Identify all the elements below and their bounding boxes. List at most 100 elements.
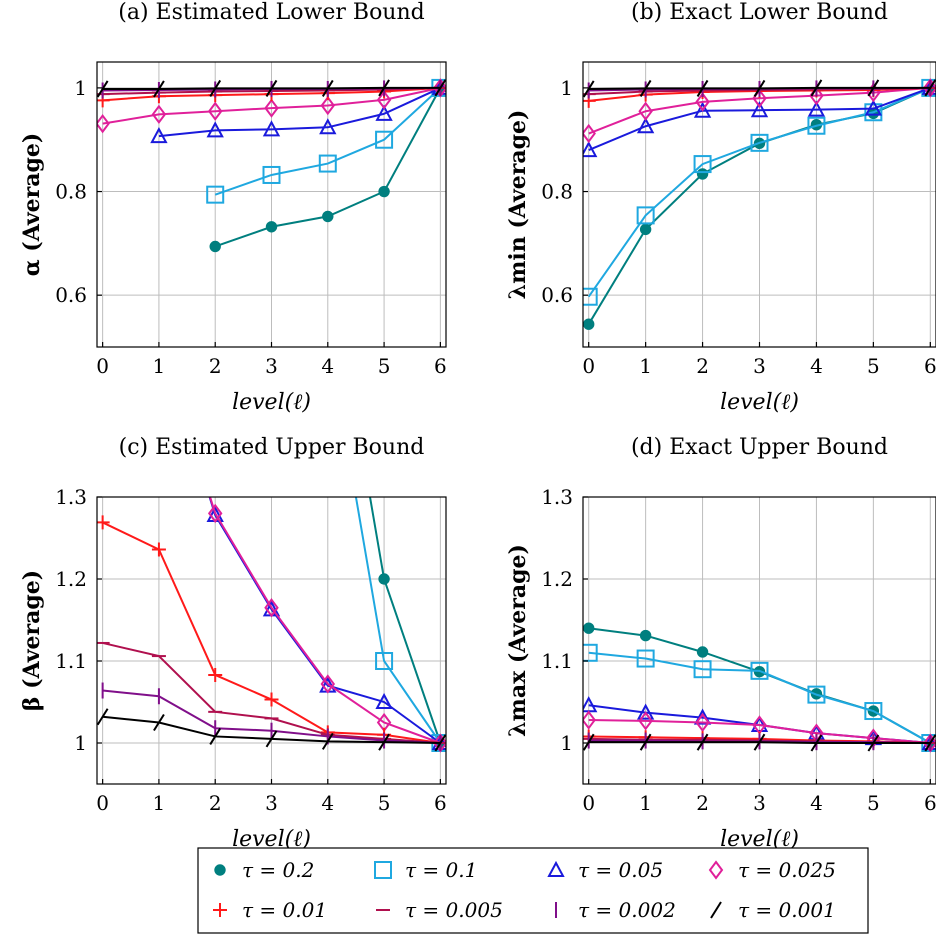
- x-tick-label: 1: [639, 354, 652, 378]
- data-point: [693, 155, 712, 174]
- x-tick-label: 2: [209, 791, 222, 815]
- series-group: [583, 78, 936, 330]
- x-tick-label: 4: [321, 791, 334, 815]
- data-point: [434, 734, 446, 752]
- data-point: [864, 103, 883, 122]
- x-tick-label: 0: [582, 791, 595, 815]
- data-point: [636, 649, 655, 668]
- data-point: [321, 79, 334, 97]
- data-point: [924, 79, 936, 97]
- legend-label: τ = 0.002: [578, 898, 676, 922]
- legend-entry: τ = 0.1: [374, 858, 477, 882]
- data-point: [375, 652, 394, 670]
- data-point: [375, 104, 393, 121]
- data-point: [693, 660, 712, 679]
- data-point: [378, 79, 390, 97]
- data-point: [696, 733, 709, 751]
- y-tick-label: 1.2: [55, 567, 87, 591]
- data-point: [97, 515, 110, 530]
- data-point: [97, 80, 109, 98]
- data-point: [209, 727, 222, 745]
- x-tick-label: 3: [753, 354, 766, 378]
- data-point: [375, 692, 393, 709]
- legend-entry: τ = 0.01: [213, 898, 327, 922]
- data-point: [753, 733, 766, 751]
- data-point: [262, 165, 281, 184]
- x-tick-label: 3: [265, 354, 278, 378]
- data-point: [262, 120, 281, 137]
- panel-d: 0 1 2 3 4 5 611.11.21.3(d) Exact Upper Boundle…: [505, 435, 936, 852]
- data-point: [867, 79, 880, 97]
- y-tick-label: 0.6: [541, 283, 573, 307]
- x-tick-label: 1: [153, 791, 166, 815]
- panel-title: (b) Exact Lower Bound: [631, 0, 888, 25]
- data-point: [434, 79, 446, 97]
- y-axis-label: α (Average): [19, 133, 45, 277]
- data-point: [264, 692, 279, 707]
- data-point: [583, 318, 595, 330]
- data-point: [639, 79, 652, 97]
- x-tick-label: 3: [265, 791, 278, 815]
- data-point: [750, 101, 769, 118]
- data-point: [864, 702, 883, 721]
- data-point: [378, 573, 390, 585]
- data-point: [378, 733, 390, 751]
- data-point: [320, 95, 336, 116]
- legend-label: τ = 0.01: [242, 898, 327, 922]
- legend-entry: τ = 0.002: [555, 898, 676, 922]
- y-tick-label: 1: [74, 731, 87, 755]
- data-point: [97, 113, 110, 134]
- y-tick-label: 0.8: [55, 180, 87, 204]
- data-point: [265, 730, 278, 748]
- data-point: [807, 100, 826, 117]
- data-point: [153, 80, 165, 98]
- x-tick-label: 6: [434, 791, 447, 815]
- legend-label: τ = 0.05: [578, 858, 663, 882]
- legend-label: τ = 0.025: [738, 858, 836, 882]
- y-tick-label: 0.8: [541, 180, 573, 204]
- y-tick-label: 0.6: [55, 283, 87, 307]
- y-axis-label: λmax (Average): [505, 544, 531, 737]
- data-point: [376, 90, 392, 110]
- data-point: [153, 713, 165, 732]
- series-line: [587, 86, 931, 298]
- y-tick-label: 1.3: [541, 485, 573, 509]
- x-tick-label: 5: [867, 791, 880, 815]
- data-point: [209, 240, 221, 253]
- data-point: [639, 733, 652, 751]
- x-axis-label: level(ℓ): [232, 390, 311, 415]
- data-point: [753, 79, 766, 97]
- data-point: [696, 79, 709, 97]
- x-tick-label: 4: [321, 354, 334, 378]
- data-point: [207, 503, 223, 524]
- x-tick-label: 2: [696, 354, 709, 378]
- legend-box: [197, 847, 869, 934]
- data-point: [318, 154, 337, 173]
- data-point: [638, 101, 653, 121]
- data-point: [375, 130, 394, 149]
- data-point: [583, 710, 596, 730]
- series-group: [583, 622, 936, 753]
- legend-entry: τ = 0.05: [547, 858, 663, 882]
- data-point: [638, 711, 653, 731]
- legend: τ = 0.2 τ = 0.1 τ = 0.05 τ = 0.025 τ = 0.01 τ…: [197, 847, 869, 934]
- series-line: [588, 86, 931, 152]
- legend-label: τ = 0.001: [738, 898, 836, 922]
- data-point: [264, 598, 279, 618]
- data-point: [378, 185, 390, 198]
- data-point: [693, 101, 712, 118]
- data-point: [639, 223, 652, 236]
- data-point: [150, 126, 168, 144]
- legend-marker-open-square: [374, 861, 392, 879]
- legend-entry: τ = 0.025: [708, 858, 836, 882]
- data-point: [750, 661, 769, 680]
- legend-label: τ = 0.2: [242, 858, 314, 882]
- data-point: [583, 733, 595, 751]
- y-tick-label: 1: [560, 731, 573, 755]
- x-tick-label: 2: [209, 354, 222, 378]
- data-point: [151, 104, 167, 125]
- legend-marker-filled-circle: [214, 864, 226, 876]
- x-tick-label: 0: [582, 354, 595, 378]
- x-tick-label: 4: [810, 791, 823, 815]
